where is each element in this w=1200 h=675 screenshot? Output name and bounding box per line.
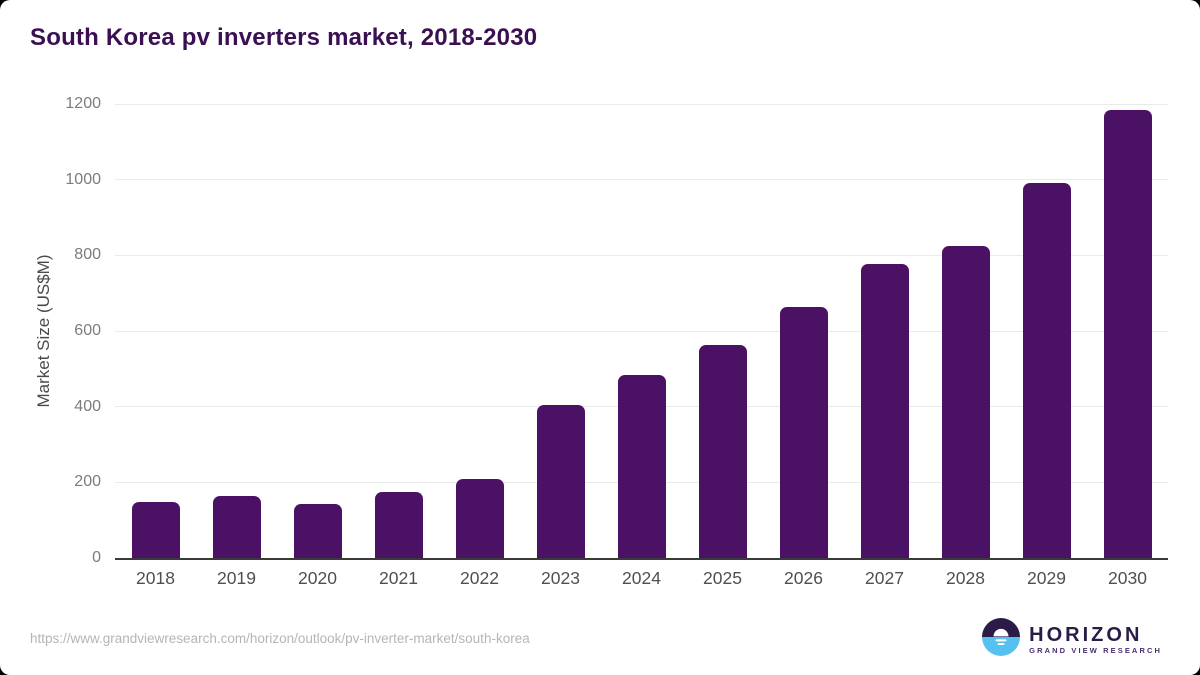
bars-group <box>115 104 1168 558</box>
horizon-sun-over-water-icon <box>982 618 1021 661</box>
x-tick-label-2018: 2018 <box>136 568 175 588</box>
y-tick-label-600: 600 <box>74 322 101 339</box>
gridline-1200 <box>115 103 1168 105</box>
logo-text: HORIZON GRAND VIEW RESEARCH <box>1029 624 1162 656</box>
bar-2020 <box>293 504 342 558</box>
bar-2018 <box>131 502 180 558</box>
x-tick-label-2022: 2022 <box>460 568 499 588</box>
x-tick-label-2030: 2030 <box>1108 568 1147 588</box>
bar-2021 <box>374 491 423 558</box>
chart-title: South Korea pv inverters market, 2018-20… <box>30 24 538 51</box>
x-tick-label-2019: 2019 <box>217 568 256 588</box>
gridline-600 <box>115 330 1168 332</box>
bar-2022 <box>455 479 504 558</box>
bar-2030 <box>1103 109 1152 558</box>
plot-area: 0 200 400 600 800 1000 1200 <box>65 95 1168 566</box>
bar-2025 <box>698 344 747 558</box>
x-tick-label-2024: 2024 <box>622 568 661 588</box>
x-axis-labels: 2018 2019 2020 2021 2022 2023 2024 2025 2026 2027… <box>115 568 1168 589</box>
x-tick-label-2026: 2026 <box>784 568 823 588</box>
y-tick-label-800: 800 <box>74 246 101 264</box>
bar-2023 <box>536 404 585 558</box>
x-tick-label-2027: 2027 <box>865 568 904 588</box>
gridline-800 <box>115 254 1168 256</box>
x-tick-label-2021: 2021 <box>379 568 418 588</box>
bar-2027 <box>860 263 909 558</box>
y-tick-label-200: 200 <box>74 473 101 491</box>
source-url: https://www.grandviewresearch.com/horizo… <box>30 631 530 646</box>
x-tick-label-2023: 2023 <box>541 568 580 588</box>
bar-2019 <box>212 495 261 558</box>
y-tick-label-1000: 1000 <box>65 170 101 188</box>
y-tick-label-0: 0 <box>92 549 101 566</box>
bar-2028 <box>941 245 990 558</box>
horizon-logo: HORIZON GRAND VIEW RESEARCH <box>982 618 1162 661</box>
y-tick-label-400: 400 <box>74 397 101 415</box>
x-tick-label-2020: 2020 <box>298 568 337 588</box>
bar-2029 <box>1022 183 1071 558</box>
logo-subtext: GRAND VIEW RESEARCH <box>1029 645 1162 655</box>
y-tick-label-1200: 1200 <box>65 95 101 112</box>
gridline-1000 <box>115 179 1168 181</box>
logo-name: HORIZON <box>1029 623 1143 646</box>
bar-2024 <box>617 374 666 558</box>
x-tick-label-2025: 2025 <box>703 568 742 588</box>
bar-2026 <box>779 306 828 558</box>
x-tick-label-2029: 2029 <box>1027 568 1066 588</box>
x-tick-label-2028: 2028 <box>946 568 985 588</box>
